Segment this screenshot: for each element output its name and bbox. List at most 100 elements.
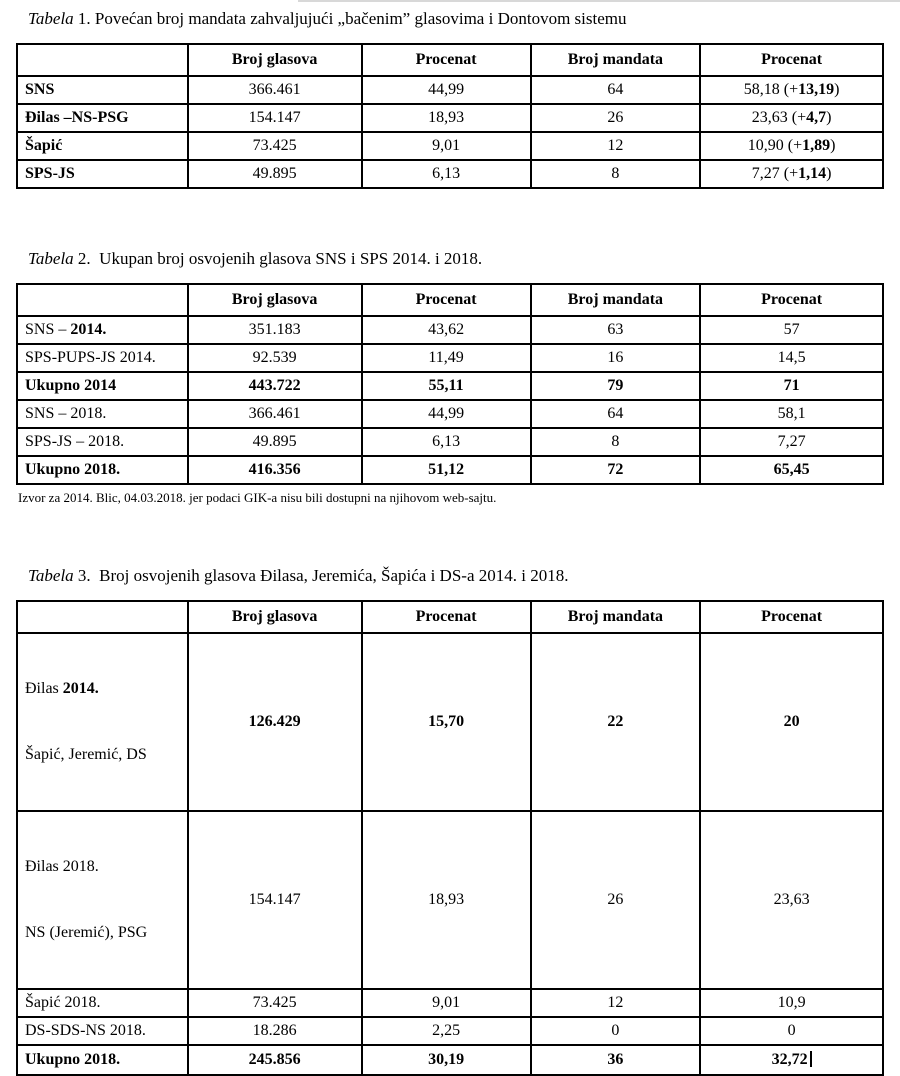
cell-label: SPS-JS: [16, 159, 189, 189]
tabela-3-table: Broj glasova Procenat Broj mandata Proce…: [16, 600, 884, 1076]
text-cursor: [809, 1051, 812, 1067]
cell-label: Ukupno 2018.: [16, 1044, 189, 1076]
label-line-2: Šapić, Jeremić, DS: [25, 746, 147, 763]
tabela-3-title: Tabela 3. Broj osvojenih glasova Đilasa,…: [28, 564, 884, 588]
header-row: Broj glasova Procenat Broj mandata Proce…: [16, 600, 884, 634]
text-part-bold: 2014.: [62, 680, 99, 697]
text-part-bold: 1,14: [798, 165, 827, 182]
cell-broj-mandata: 26: [529, 103, 702, 133]
text-part-bold: 4,7: [806, 109, 827, 126]
cell-procenat-2: 10,9: [699, 988, 884, 1018]
table-row: Đilas 2018. NS (Jeremić), PSG 154.147 18…: [16, 810, 884, 990]
table-row: SNS – 2018. 366.461 44,99 64 58,1: [16, 399, 884, 429]
cell-label: DS-SDS-NS 2018.: [16, 1016, 189, 1046]
cell-broj-mandata: 0: [529, 1016, 702, 1046]
title-text: 1. Povećan broj mandata zahvaljujući „ba…: [73, 9, 627, 28]
cell-procenat: 9,01: [360, 988, 532, 1018]
cell-broj-mandata: 72: [529, 455, 702, 485]
text-part-bold: 13,19: [798, 81, 835, 98]
cell-procenat: 15,70: [360, 632, 532, 812]
cell-broj-mandata: 16: [529, 343, 702, 373]
cell-procenat-2: 71: [699, 371, 884, 401]
cell-label: Đilas 2018. NS (Jeremić), PSG: [16, 810, 189, 990]
column-header-broj-mandata: Broj mandata: [529, 283, 702, 317]
column-header-procenat: Procenat: [360, 43, 532, 77]
text-part: SNS – 2018.: [25, 405, 107, 422]
cell-broj-glasova: 366.461: [186, 399, 363, 429]
table-row-total: Ukupno 2014 443.722 55,11 79 71: [16, 371, 884, 401]
table-row: SNS – 2014. 351.183 43,62 63 57: [16, 315, 884, 345]
table-row: Đilas 2014. Šapić, Jeremić, DS 126.429 1…: [16, 632, 884, 812]
cell-label: SNS – 2018.: [16, 399, 189, 429]
column-header-procenat-2: Procenat: [699, 43, 884, 77]
table-row: Šapić 2018. 73.425 9,01 12 10,9: [16, 988, 884, 1018]
cell-procenat-2: 20: [699, 632, 884, 812]
cell-broj-glasova: 18.286: [186, 1016, 363, 1046]
cell-broj-mandata: 22: [529, 632, 702, 812]
cell-broj-glasova: 154.147: [186, 810, 363, 990]
text-part: 10,90 (+: [747, 137, 803, 154]
cell-label: Ukupno 2018.: [16, 455, 189, 485]
cell-procenat: 44,99: [360, 399, 532, 429]
cell-procenat: 18,93: [360, 103, 532, 133]
cell-broj-mandata: 26: [529, 810, 702, 990]
cell-broj-glasova: 245.856: [186, 1044, 363, 1076]
window-edge-fragment: [298, 0, 900, 2]
tabela-2-table: Broj glasova Procenat Broj mandata Proce…: [16, 283, 884, 485]
cell-label: Šapić 2018.: [16, 988, 189, 1018]
text-part: ): [826, 165, 832, 182]
column-header-procenat: Procenat: [360, 600, 532, 634]
cell-broj-mandata: 36: [529, 1044, 702, 1076]
table-row-total: Ukupno 2018. 416.356 51,12 72 65,45: [16, 455, 884, 485]
text-part: ): [834, 81, 840, 98]
cell-procenat: 6,13: [360, 159, 532, 189]
tabela-2-title: Tabela 2. Ukupan broj osvojenih glasova …: [28, 247, 884, 271]
cell-label: Đilas 2014. Šapić, Jeremić, DS: [16, 632, 189, 812]
text-part: SPS-JS – 2018.: [25, 433, 125, 450]
column-header-empty: [16, 600, 189, 634]
cell-label: Šapić: [16, 131, 189, 161]
cell-broj-glasova: 366.461: [186, 75, 363, 105]
text-part: 58,18 (+: [743, 81, 799, 98]
cell-broj-glasova: 92.539: [186, 343, 363, 373]
cell-procenat-2: 10,90 (+1,89): [699, 131, 884, 161]
column-header-broj-glasova: Broj glasova: [186, 43, 363, 77]
tabela-1-title: Tabela 1. Povećan broj mandata zahvaljuj…: [28, 0, 884, 31]
cell-label: SPS-JS – 2018.: [16, 427, 189, 457]
text-part-bold: 2014.: [70, 321, 107, 338]
text-part-bold: Ukupno 2014: [25, 377, 117, 394]
text-part: 7,27 (+: [751, 165, 799, 182]
cell-procenat-2: 7,27: [699, 427, 884, 457]
column-header-procenat-2: Procenat: [699, 283, 884, 317]
table-row: SPS-JS 49.895 6,13 8 7,27 (+1,14): [16, 159, 884, 189]
cell-procenat-2: 58,18 (+13,19): [699, 75, 884, 105]
table-row: SPS-PUPS-JS 2014. 92.539 11,49 16 14,5: [16, 343, 884, 373]
cell-broj-glasova: 73.425: [186, 131, 363, 161]
title-text: 2. Ukupan broj osvojenih glasova SNS i S…: [73, 249, 483, 268]
table-row: SPS-JS – 2018. 49.895 6,13 8 7,27: [16, 427, 884, 457]
column-header-broj-glasova: Broj glasova: [186, 600, 363, 634]
column-header-empty: [16, 283, 189, 317]
column-header-broj-mandata: Broj mandata: [529, 600, 702, 634]
table-row: SNS 366.461 44,99 64 58,18 (+13,19): [16, 75, 884, 105]
cell-procenat-2: 65,45: [699, 455, 884, 485]
title-word-tabela: Tabela: [28, 9, 74, 28]
column-header-procenat-2: Procenat: [699, 600, 884, 634]
header-row: Broj glasova Procenat Broj mandata Proce…: [16, 283, 884, 317]
cell-broj-mandata: 63: [529, 315, 702, 345]
tabela-1-table: Broj glasova Procenat Broj mandata Proce…: [16, 43, 884, 189]
column-header-procenat: Procenat: [360, 283, 532, 317]
cell-broj-glasova: 49.895: [186, 159, 363, 189]
cell-label: Ukupno 2014: [16, 371, 189, 401]
cell-procenat: 9,01: [360, 131, 532, 161]
table-row: Šapić 73.425 9,01 12 10,90 (+1,89): [16, 131, 884, 161]
cell-broj-glasova: 416.356: [186, 455, 363, 485]
cell-procenat-2: 7,27 (+1,14): [699, 159, 884, 189]
cell-broj-mandata: 8: [529, 159, 702, 189]
text-part: SPS-PUPS-JS 2014.: [25, 349, 156, 366]
cell-procenat: 2,25: [360, 1016, 532, 1046]
cell-broj-glasova: 154.147: [186, 103, 363, 133]
text-part-bold: 1,89: [802, 137, 831, 154]
table-row-total: Ukupno 2018. 245.856 30,19 36 32,72: [16, 1044, 884, 1076]
